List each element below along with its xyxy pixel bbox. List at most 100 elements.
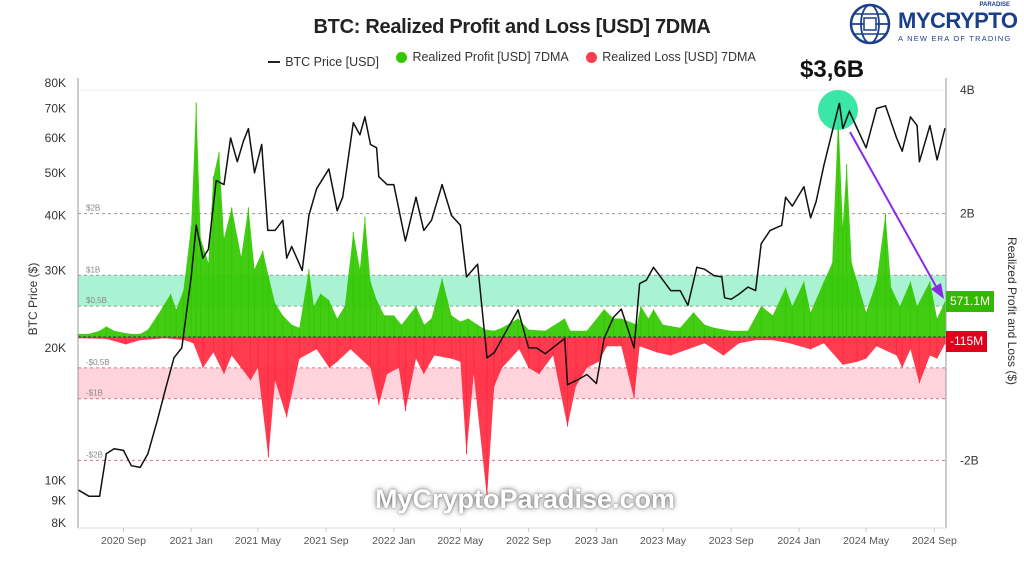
- btc-price-point: [901, 150, 903, 152]
- y-left-tick-label: 8K: [51, 516, 66, 530]
- btc-price-point: [291, 245, 293, 248]
- btc-price-point: [267, 229, 269, 231]
- btc-price-point: [896, 137, 898, 139]
- btc-price-point: [791, 205, 793, 207]
- btc-price-point: [595, 382, 597, 385]
- btc-price-point: [781, 224, 783, 226]
- legend-label: Realized Loss [USD] 7DMA: [602, 50, 756, 64]
- x-tick-label: 2021 May: [235, 535, 282, 547]
- btc-price-point: [247, 128, 249, 130]
- btc-price-point: [730, 298, 732, 300]
- btc-price-point: [282, 219, 284, 221]
- btc-price-point: [430, 219, 433, 221]
- btc-price-point: [755, 289, 757, 292]
- y-left-tick-label: 80K: [45, 76, 66, 90]
- legend-item-price[interactable]: BTC Price [USD]: [268, 55, 379, 69]
- btc-price-point: [164, 389, 166, 392]
- legend-label: BTC Price [USD]: [285, 54, 379, 69]
- btc-price-point: [760, 243, 762, 245]
- btc-price-point: [261, 143, 263, 146]
- btc-price-point: [236, 161, 238, 163]
- btc-price-point: [316, 188, 318, 190]
- x-tick-label: 2020 Sep: [101, 535, 146, 547]
- btc-price-point: [564, 337, 566, 340]
- btc-price-point: [645, 279, 647, 281]
- btc-price-point: [747, 286, 749, 288]
- x-tick-label: 2022 Jan: [372, 535, 415, 547]
- legend-item-profit[interactable]: Realized Profit [USD] 7DMA: [396, 50, 569, 64]
- btc-price-point: [195, 224, 197, 226]
- legend-item-loss[interactable]: Realized Loss [USD] 7DMA: [586, 50, 756, 64]
- reference-line-label: $0,5B: [86, 296, 107, 305]
- btc-price-point: [113, 448, 115, 450]
- btc-price-point: [105, 453, 107, 455]
- logo-tagline: A NEW ERA OF TRADING: [898, 34, 1012, 43]
- btc-price-point: [404, 240, 407, 242]
- reference-lines: $2B $1B $0,5B -$0,5B -$1B -$2B: [78, 89, 946, 461]
- logo-brand: MYCRYPTO: [898, 8, 1018, 33]
- loss-area: [78, 337, 945, 498]
- reference-line-label: $2B: [86, 204, 100, 213]
- btc-price-point: [139, 466, 141, 469]
- btc-price-point: [223, 184, 225, 186]
- btc-price-point: [301, 269, 303, 272]
- btc-price-point: [620, 308, 622, 310]
- btc-price-point: [156, 419, 158, 421]
- y-left-tick-label: 20K: [45, 341, 66, 355]
- reference-line-label: -$2B: [86, 450, 103, 459]
- btc-price-point: [215, 180, 217, 182]
- x-tick-label: 2024 Jan: [777, 535, 820, 547]
- x-tick-label: 2023 May: [640, 535, 687, 547]
- btc-price-point: [286, 257, 288, 259]
- btc-price-point: [721, 276, 723, 278]
- reference-line-label: $1B: [86, 265, 100, 274]
- btc-price-point: [865, 147, 867, 149]
- btc-price-point: [738, 293, 740, 295]
- btc-price-point: [803, 186, 805, 188]
- btc-price-point: [88, 495, 90, 497]
- btc-price-point: [486, 357, 488, 359]
- y-left-tick-label: 10K: [45, 473, 66, 487]
- price-line-group: [77, 102, 946, 498]
- btc-price-point: [493, 352, 495, 354]
- btc-price-point: [662, 279, 664, 281]
- btc-price-point: [652, 266, 655, 268]
- btc-price-point: [785, 196, 787, 198]
- btc-price-point: [517, 309, 519, 311]
- areas: [78, 102, 946, 498]
- btc-price-point: [679, 289, 681, 292]
- btc-price-point: [544, 353, 546, 355]
- btc-price-point: [501, 337, 503, 340]
- btc-price-point: [586, 373, 588, 376]
- green-dot-icon: [396, 51, 408, 63]
- watermark: MyCryptoParadise.com: [374, 484, 676, 514]
- btc-price-point: [884, 105, 887, 107]
- reference-line-label: -$0,5B: [86, 358, 110, 367]
- btc-price-point: [633, 347, 635, 349]
- btc-price-point: [130, 465, 132, 467]
- btc-price-point: [147, 453, 149, 455]
- btc-price-point: [713, 274, 715, 277]
- btc-price-point: [274, 229, 276, 231]
- x-tick-label: 2022 May: [437, 535, 484, 547]
- chart-title: BTC: Realized Profit and Loss [USD] 7DMA: [313, 16, 711, 38]
- btc-price-point: [242, 140, 244, 142]
- btc-price-point: [603, 337, 605, 340]
- profit-value-tag: 571.1M: [946, 291, 995, 312]
- btc-price-point: [465, 276, 468, 278]
- btc-price-point: [393, 184, 395, 186]
- y-axis-left-label: BTC Price ($): [26, 262, 40, 336]
- btc-price-point: [566, 384, 569, 386]
- btc-price-point: [535, 347, 538, 349]
- reference-line-label: -$1B: [86, 389, 103, 398]
- peak-annotation: $3,6B: [800, 56, 865, 83]
- x-tick-label: 2023 Sep: [709, 535, 754, 547]
- btc-price-point: [459, 224, 461, 226]
- arrow-head-icon: [931, 283, 944, 299]
- logo: PARADISE MYCRYPTO A NEW ERA OF TRADING: [846, 2, 1018, 46]
- btc-price-point: [415, 196, 417, 198]
- logo-super: PARADISE: [979, 2, 1010, 8]
- x-tick-label: 2024 Sep: [912, 535, 957, 547]
- y-left-tick-label: 70K: [45, 102, 66, 116]
